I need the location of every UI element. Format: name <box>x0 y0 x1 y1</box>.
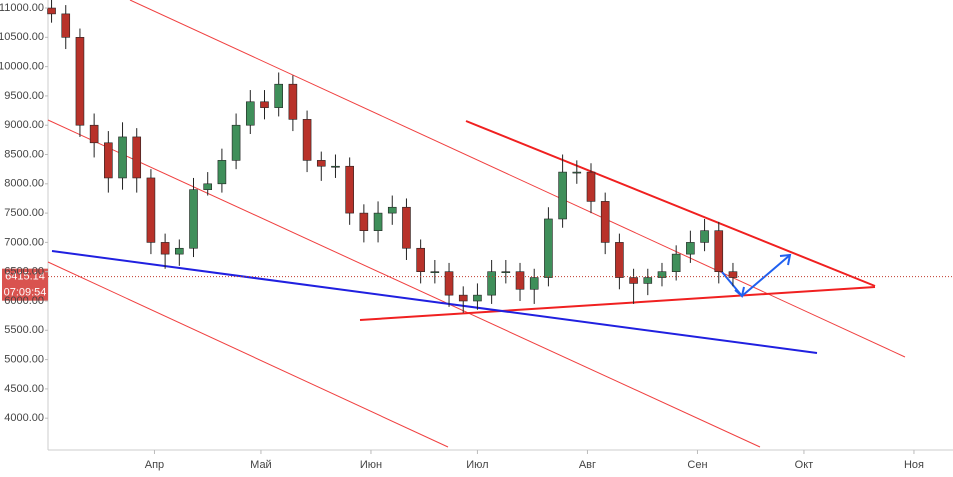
candle-body <box>643 277 653 284</box>
candle-body <box>728 271 738 278</box>
arrow-head <box>779 253 792 266</box>
y-tick-label: 7000.00 <box>4 236 44 248</box>
candle-body <box>260 101 269 108</box>
x-tick-label: Окт <box>795 459 814 471</box>
candle-body <box>160 242 170 255</box>
candle-body <box>274 83 283 108</box>
candle-body <box>686 242 695 255</box>
candle-body <box>146 177 156 243</box>
candle-body <box>175 247 184 255</box>
x-tick-label: Июн <box>360 459 382 471</box>
y-tick-label: 7500.00 <box>4 207 44 219</box>
y-tick-label: 5500.00 <box>4 324 44 336</box>
candle-body <box>671 253 681 272</box>
candle-body <box>700 230 709 243</box>
candle-body <box>487 271 496 296</box>
trend-line <box>51 250 818 354</box>
candle-body <box>61 13 71 38</box>
candle-body <box>558 171 567 220</box>
candle-body <box>203 183 213 190</box>
price-label-box <box>2 268 48 301</box>
y-tick-label: 6500.00 <box>4 266 44 278</box>
candle-body <box>544 218 553 278</box>
candle-body <box>47 7 56 15</box>
trend-line <box>359 286 876 321</box>
candle-body <box>458 294 468 302</box>
candle-body <box>75 37 85 126</box>
candle-body <box>345 165 354 214</box>
y-tick-label: 9500.00 <box>4 90 44 102</box>
trend-line <box>465 120 876 287</box>
candle-body <box>217 160 227 185</box>
candle-body <box>302 119 312 161</box>
candle-body <box>600 201 610 243</box>
candle-body <box>387 206 397 214</box>
y-tick-label: 9000.00 <box>4 119 44 131</box>
x-tick-label: Май <box>250 459 272 471</box>
last-price-label: 6415.14 <box>5 271 45 283</box>
trend-line <box>47 261 449 448</box>
candle-body <box>629 277 638 284</box>
candle-body <box>288 83 298 120</box>
y-tick-label: 10500.00 <box>0 31 44 43</box>
candle-body <box>473 294 482 302</box>
candle-body <box>89 124 99 144</box>
candle-body <box>515 271 525 290</box>
candle-body <box>316 160 326 167</box>
candle-body <box>444 271 454 296</box>
candle-body <box>615 242 624 278</box>
trend-line <box>47 119 761 448</box>
candle-body <box>529 277 539 290</box>
x-tick-label: Июл <box>466 459 488 471</box>
y-tick-label: 8500.00 <box>4 148 44 160</box>
candle-body <box>586 171 596 202</box>
y-tick-label: 10000.00 <box>0 61 44 73</box>
candle-body <box>245 101 255 126</box>
x-tick-label: Авг <box>579 459 596 471</box>
y-tick-label: 5000.00 <box>4 353 44 365</box>
candle-body <box>104 142 113 179</box>
candle-body <box>231 124 241 161</box>
x-tick-label: Ноя <box>904 459 924 471</box>
candle-body <box>416 247 425 272</box>
trend-line <box>129 0 906 358</box>
candle-body <box>373 212 383 231</box>
y-tick-label: 4000.00 <box>4 412 44 424</box>
candle-body <box>714 230 724 272</box>
y-tick-label: 4500.00 <box>4 383 44 395</box>
y-tick-label: 11000.00 <box>0 2 44 14</box>
candle-body <box>118 136 127 179</box>
candle-body <box>572 171 582 174</box>
candle-body <box>359 212 369 231</box>
y-tick-label: 6000.00 <box>4 295 44 307</box>
drawings <box>47 0 906 448</box>
x-tick-label: Сен <box>687 459 707 471</box>
countdown-label: 07:09:54 <box>4 287 47 299</box>
candle-body <box>132 136 142 179</box>
x-tick-label: Апр <box>145 459 164 471</box>
candle-body <box>501 271 511 273</box>
candle-body <box>189 189 198 249</box>
candle-body <box>430 271 440 273</box>
candle-body <box>402 206 411 249</box>
y-tick-label: 8000.00 <box>4 178 44 190</box>
candle-body <box>331 165 340 168</box>
arrow-head <box>734 286 745 298</box>
candle-body <box>657 271 667 278</box>
